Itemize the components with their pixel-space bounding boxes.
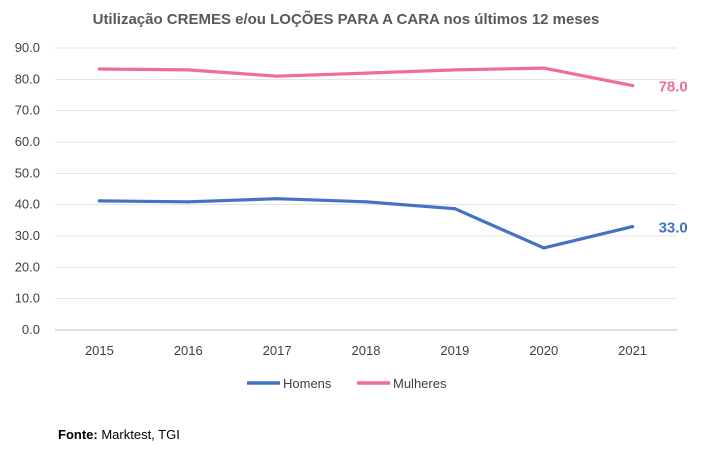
data-point-homens <box>542 246 546 250</box>
x-tick-label: 2017 <box>263 343 292 358</box>
line-chart: Utilização CREMES e/ou LOÇÕES PARA A CAR… <box>15 10 688 391</box>
series-line-mulheres <box>97 66 635 88</box>
legend-label-homens: Homens <box>283 376 332 391</box>
y-axis-ticks: 0.0 10.0 20.0 30.0 40.0 50.0 60.0 70.0 80.0 90.0 <box>15 40 40 337</box>
y-tick-label: 50.0 <box>15 165 40 180</box>
x-tick-label: 2018 <box>352 343 381 358</box>
y-tick-label: 40.0 <box>15 197 40 212</box>
end-labels: 33.0 78.0 <box>659 79 688 237</box>
y-tick-label: 70.0 <box>15 103 40 118</box>
x-tick-label: 2016 <box>174 343 203 358</box>
source-note: Fonte: Marktest, TGI <box>58 427 180 442</box>
data-point-mulheres <box>97 67 102 71</box>
legend-label-mulheres: Mulheres <box>393 376 447 391</box>
data-point-mulheres <box>364 71 368 75</box>
series-lines <box>97 66 635 250</box>
data-point-mulheres <box>453 68 457 72</box>
data-point-mulheres <box>186 68 190 72</box>
data-point-homens <box>97 199 102 203</box>
chart-title: Utilização CREMES e/ou LOÇÕES PARA A CAR… <box>93 10 600 28</box>
data-point-homens <box>186 200 190 204</box>
source-label: Fonte: <box>58 427 98 442</box>
data-point-homens <box>275 197 279 201</box>
y-tick-label: 20.0 <box>15 259 40 274</box>
y-tick-label: 10.0 <box>15 291 40 306</box>
y-tick-label: 30.0 <box>15 228 40 243</box>
x-axis-ticks: 2015 2016 2017 2018 2019 2020 2021 <box>85 343 647 358</box>
series-line-homens <box>97 197 635 250</box>
y-tick-label: 60.0 <box>15 134 40 149</box>
x-tick-label: 2015 <box>85 343 114 358</box>
y-tick-label: 90.0 <box>15 40 40 55</box>
x-tick-label: 2020 <box>529 343 558 358</box>
data-point-mulheres <box>542 66 546 70</box>
source-text: Marktest, TGI <box>101 427 180 442</box>
data-point-homens <box>364 200 368 204</box>
end-label-homens: 33.0 <box>659 220 688 237</box>
legend: Homens Mulheres <box>247 376 447 391</box>
y-tick-label: 80.0 <box>15 71 40 86</box>
data-point-mulheres <box>275 74 279 78</box>
end-label-mulheres: 78.0 <box>659 79 688 96</box>
x-tick-label: 2021 <box>618 343 647 358</box>
data-point-homens <box>453 207 457 211</box>
data-point-homens <box>630 225 635 229</box>
gridlines <box>55 47 677 331</box>
x-tick-label: 2019 <box>440 343 469 358</box>
y-tick-label: 0.0 <box>22 322 40 337</box>
data-point-mulheres <box>630 84 635 88</box>
